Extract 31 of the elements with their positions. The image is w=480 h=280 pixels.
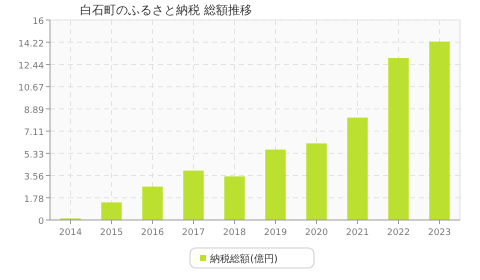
bar (183, 170, 204, 220)
x-tick-label: 2019 (264, 228, 288, 238)
y-tick-label: 12.44 (18, 62, 44, 72)
bar (429, 42, 450, 220)
y-tick-label: 1.78 (24, 194, 44, 205)
y-tick-label: 0 (38, 217, 44, 227)
y-tick-label: 10.67 (18, 84, 44, 94)
x-tick-label: 2016 (141, 228, 164, 238)
x-tick-label: 2020 (305, 228, 328, 238)
y-tick-label: 7.11 (24, 128, 44, 138)
chart-title: 白石町のふるさと納税 総額推移 (80, 3, 252, 17)
bar (347, 118, 368, 220)
x-tick-label: 2014 (59, 228, 82, 238)
x-tick-label: 2015 (100, 228, 123, 238)
legend-label: 納税総額(億円) (210, 253, 278, 265)
bar (306, 143, 327, 220)
x-tick-label: 2023 (428, 228, 451, 238)
y-tick-label: 14.22 (18, 39, 44, 50)
bar (265, 150, 286, 220)
y-tick-label: 16 (32, 17, 44, 27)
bar (142, 186, 163, 220)
y-tick-label: 5.33 (24, 150, 44, 160)
y-tick-label: 3.56 (24, 172, 44, 182)
y-tick-label: 8.89 (24, 106, 44, 116)
bar (388, 58, 409, 220)
bar (101, 202, 122, 220)
x-tick-label: 2018 (223, 228, 246, 238)
x-tick-label: 2022 (387, 228, 410, 238)
bar (224, 176, 245, 220)
x-tick-label: 2017 (182, 228, 205, 238)
x-tick-label: 2021 (346, 228, 369, 238)
